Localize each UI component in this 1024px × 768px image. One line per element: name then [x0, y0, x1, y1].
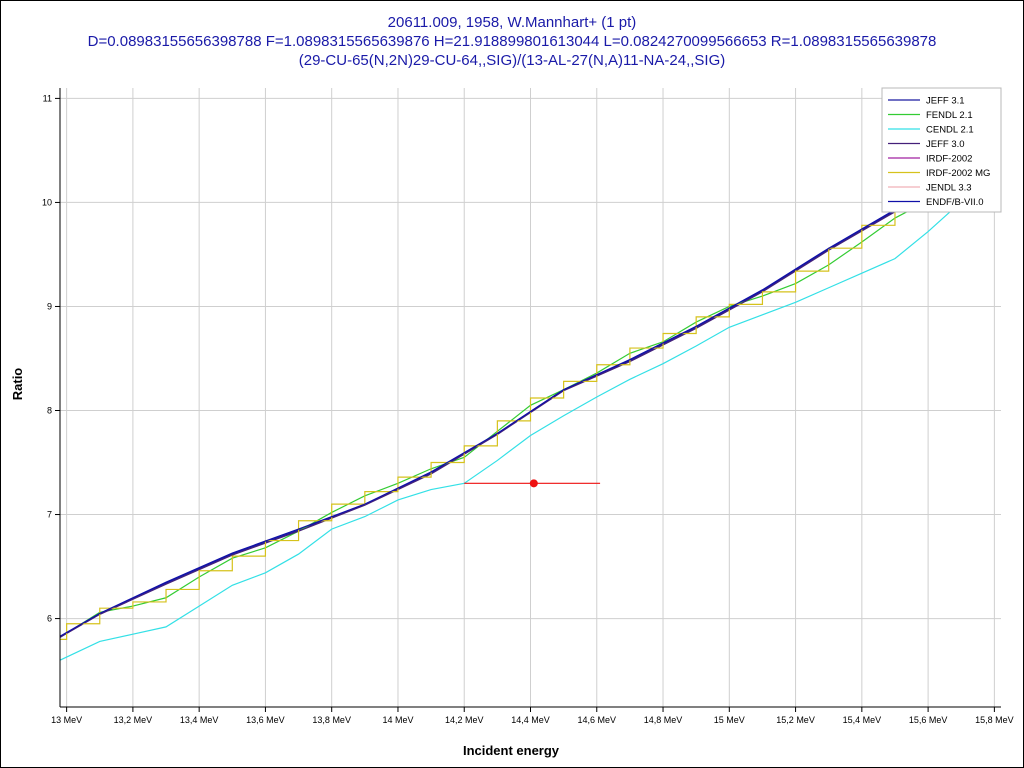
legend-label-irdf-2002: IRDF-2002 [926, 154, 972, 165]
axes: 13 MeV 13,2 MeV 13,4 MeV 13,6 MeV 13,8 MeV 14… [42, 88, 1014, 725]
x-tick-label: 14,8 MeV [644, 715, 683, 725]
y-tick-label: 10 [42, 197, 52, 207]
series-line-irdf-2002-mg [60, 203, 935, 640]
chart-title-line-2: D=0.08983155656398788 F=1.08983155656398… [87, 33, 937, 50]
x-tick-label: 14 MeV [382, 715, 413, 725]
legend-label-jeff-3-1: JEFF 3.1 [926, 96, 965, 107]
y-tick-label: 6 [47, 614, 52, 624]
x-tick-label: 13,2 MeV [114, 715, 153, 725]
experimental-point [529, 479, 538, 488]
legend-label-jendl-3-3: JENDL 3.3 [926, 183, 972, 194]
x-tick-label: 13,8 MeV [312, 715, 351, 725]
x-tick-label: 14,4 MeV [511, 715, 550, 725]
legend: JEFF 3.1 FENDL 2.1 CENDL 2.1 JEFF 3.0 IRDF-2… [881, 87, 1002, 213]
x-tick-label: 13,6 MeV [246, 715, 285, 725]
legend-label-fendl-2-1: FENDL 2.1 [926, 110, 973, 121]
chart-title-line-3: (29-CU-65(N,2N)29-CU-64,,SIG)/(13-AL-27(… [298, 52, 726, 69]
series-layer [59, 190, 956, 661]
x-tick-label: 15,8 MeV [975, 715, 1014, 725]
chart-title-line-1: 20611.009, 1958, W.Mannhart+ (1 pt) [387, 14, 637, 31]
legend-label-cendl-2-1: CENDL 2.1 [926, 125, 974, 136]
x-tick-label: 14,2 MeV [445, 715, 484, 725]
x-tick-label: 15,2 MeV [776, 715, 815, 725]
y-tick-label: 9 [47, 301, 52, 311]
y-tick-label: 8 [47, 406, 52, 416]
x-axis-label: Incident energy [463, 743, 560, 758]
x-tick-label: 15 MeV [714, 715, 745, 725]
legend-label-jeff-3-0: JEFF 3.0 [926, 139, 965, 150]
series-line-cendl-2-1 [59, 207, 956, 661]
y-axis-label: Ratio [10, 368, 25, 401]
legend-box [881, 87, 1002, 213]
x-tick-label: 15,4 MeV [843, 715, 882, 725]
x-tick-label: 13,4 MeV [180, 715, 219, 725]
experimental-layer [464, 479, 601, 488]
chart-titles: 20611.009, 1958, W.Mannhart+ (1 pt) D=0.… [0, 13, 1024, 70]
y-tick-label: 7 [47, 510, 52, 520]
legend-label-endf-b-vii-0: ENDF/B-VII.0 [926, 197, 984, 208]
x-tick-label: 15,6 MeV [909, 715, 948, 725]
x-tick-label: 13 MeV [51, 715, 82, 725]
y-tick-label: 11 [43, 93, 52, 103]
legend-label-irdf-2002-mg: IRDF-2002 MG [926, 168, 990, 179]
x-tick-label: 14,6 MeV [578, 715, 617, 725]
series-line-endf-b-vii-0 [59, 190, 935, 637]
